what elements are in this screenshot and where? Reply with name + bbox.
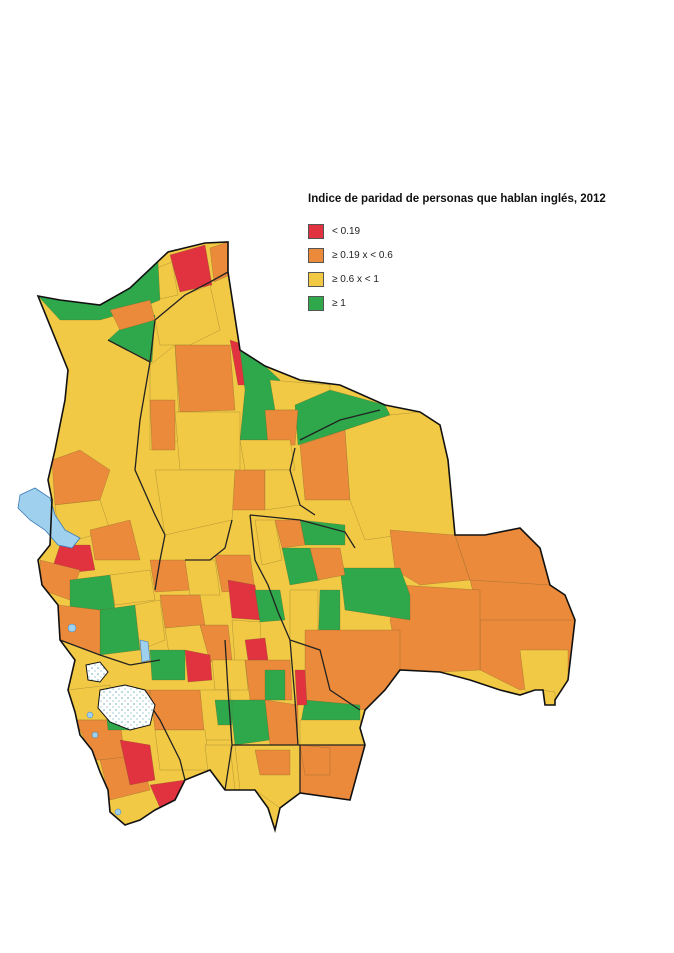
municipality-region <box>231 469 266 511</box>
map-legend: Indice de paridad de personas que hablan… <box>308 193 606 315</box>
country-area <box>17 241 576 831</box>
municipality-region <box>274 519 306 549</box>
municipality-region <box>239 439 296 471</box>
municipality-region <box>149 649 186 681</box>
municipality-regions <box>38 242 575 809</box>
municipality-region <box>264 669 286 701</box>
salar-coipasa <box>85 661 109 683</box>
municipality-region <box>294 669 308 706</box>
legend-item-mid-high: ≥ 0.6 x < 1 <box>308 267 606 291</box>
municipality-region <box>469 579 575 626</box>
municipality-region <box>227 579 261 621</box>
municipality-region <box>389 529 471 586</box>
map-title: Indice de paridad de personas que hablan… <box>308 193 606 205</box>
municipality-region <box>51 449 111 506</box>
municipality-region <box>174 411 241 471</box>
municipality-region <box>264 699 299 746</box>
municipality-region <box>149 689 206 731</box>
legend-swatch-low <box>308 223 324 239</box>
municipality-region <box>154 729 211 771</box>
municipality-region <box>119 739 156 786</box>
municipality-region <box>299 719 366 746</box>
legend-label-high: ≥ 1 <box>332 297 346 309</box>
small-lake <box>67 623 77 633</box>
municipality-region <box>99 604 141 656</box>
municipality-region <box>229 699 271 746</box>
municipality-region <box>244 637 269 661</box>
municipality-region <box>109 569 156 606</box>
legend-item-low: < 0.19 <box>308 219 606 243</box>
municipality-region <box>281 547 321 586</box>
municipality-region <box>304 629 401 711</box>
municipality-region <box>309 547 346 581</box>
small-lake <box>91 731 99 739</box>
municipality-region <box>539 689 556 706</box>
legend-item-mid-low: ≥ 0.19 x < 0.6 <box>308 243 606 267</box>
municipality-region <box>264 409 299 446</box>
legend-item-high: ≥ 1 <box>308 291 606 315</box>
legend-label-mid-high: ≥ 0.6 x < 1 <box>332 273 379 285</box>
municipality-region <box>214 699 233 726</box>
municipality-region <box>184 559 221 596</box>
municipality-region <box>339 567 411 621</box>
municipality-region <box>254 519 283 566</box>
municipality-region <box>149 399 176 451</box>
lake-poopo <box>139 639 151 663</box>
small-lake <box>86 711 94 719</box>
legend-label-low: < 0.19 <box>332 225 361 237</box>
municipality-region <box>254 589 286 623</box>
municipality-region <box>344 411 456 541</box>
municipality-region <box>254 749 291 776</box>
legend-swatch-mid-low <box>308 247 324 263</box>
municipality-region <box>134 599 166 651</box>
municipality-region <box>299 744 331 776</box>
municipality-region <box>89 519 141 561</box>
municipality-region <box>169 244 213 293</box>
department-borders <box>59 271 381 793</box>
salar-uyuni <box>97 684 156 731</box>
municipality-region <box>174 344 236 413</box>
legend-swatch-high <box>308 295 324 311</box>
lake-titicaca <box>17 487 81 549</box>
legend-swatch-mid-high <box>308 271 324 287</box>
municipality-region <box>159 594 206 629</box>
municipality-region <box>184 649 213 683</box>
lakes <box>17 487 156 816</box>
legend-label-mid-low: ≥ 0.19 x < 0.6 <box>332 249 393 261</box>
small-lake <box>114 808 122 816</box>
municipality-region <box>211 659 249 691</box>
